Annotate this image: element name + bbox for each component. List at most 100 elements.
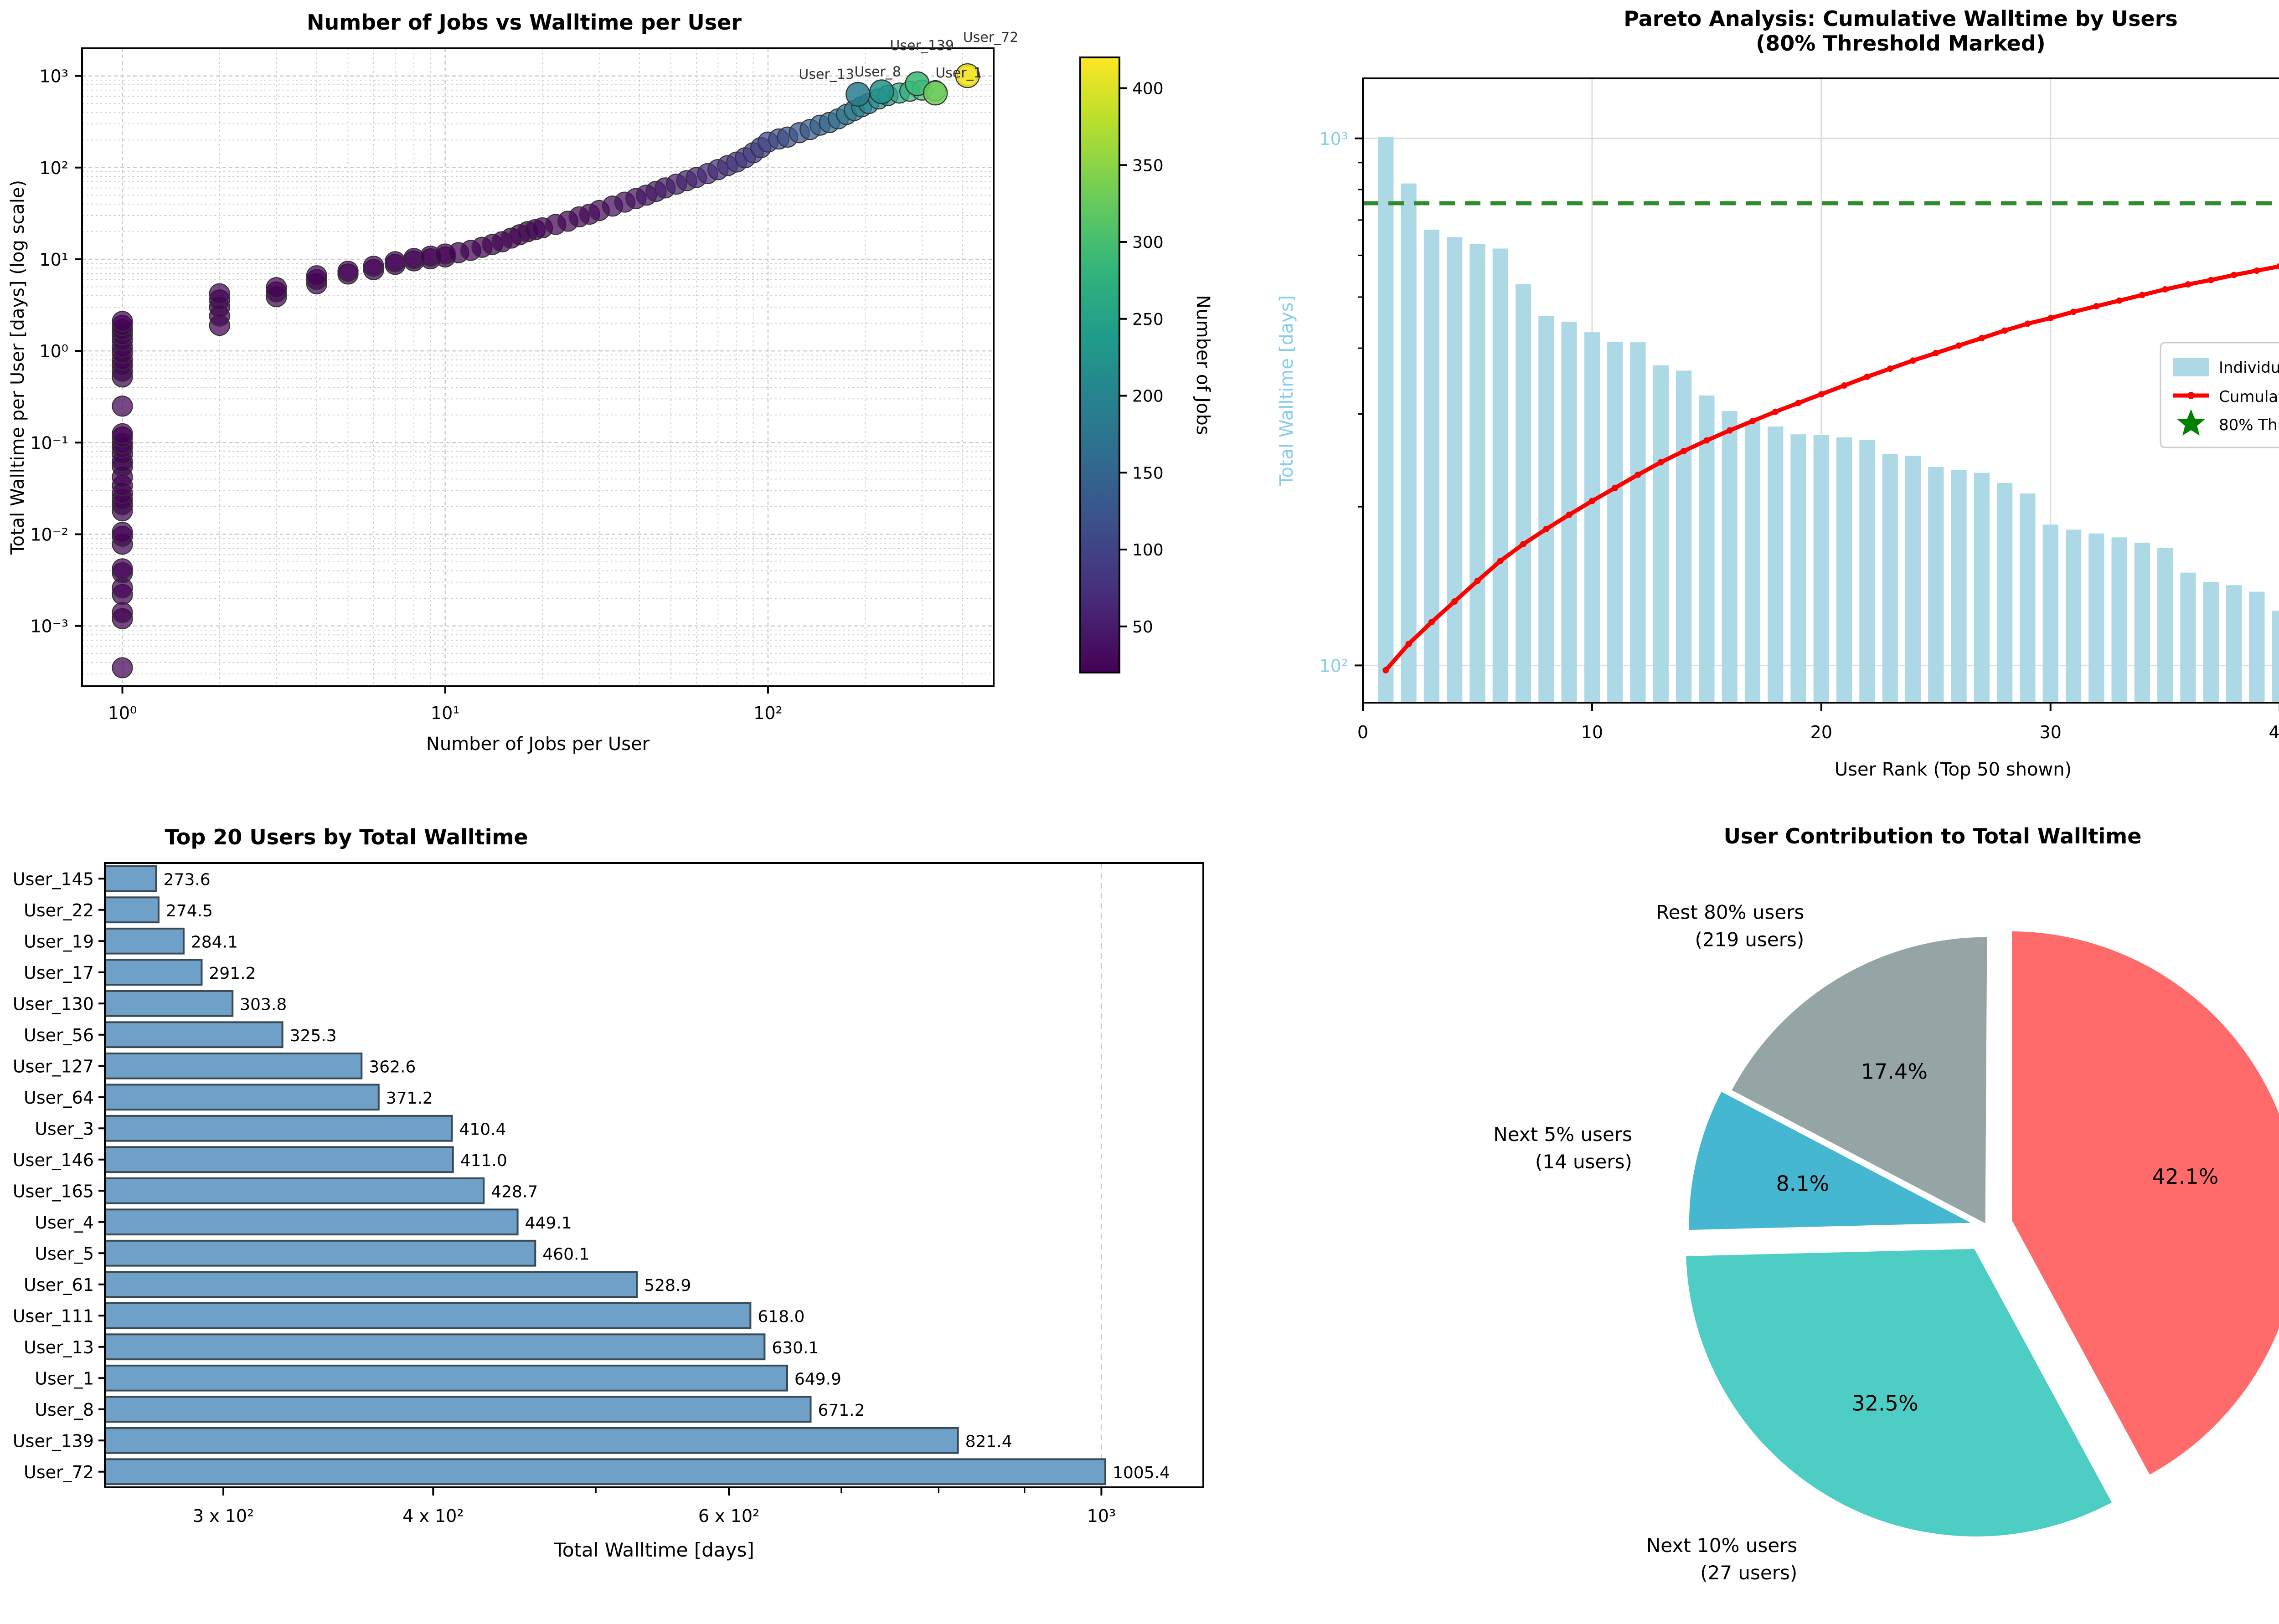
bar-value-label: 671.2 bbox=[818, 1401, 865, 1420]
bar-category-label: User_1 bbox=[35, 1368, 94, 1388]
scatter-point bbox=[363, 256, 384, 277]
scatter-point bbox=[112, 657, 133, 678]
pareto-bar bbox=[1538, 316, 1554, 703]
scatter-point-labeled bbox=[955, 63, 980, 88]
scatter-points bbox=[112, 63, 980, 678]
scatter-xlabel: Number of Jobs per User bbox=[426, 734, 650, 755]
scatter-ylabel: Total Walltime per User [days] (log scal… bbox=[7, 180, 28, 555]
legend-swatch-bars bbox=[2173, 358, 2209, 376]
cumulative-marker bbox=[1520, 541, 1527, 548]
pareto-bar bbox=[1630, 342, 1646, 703]
pie-slice-name: Rest 80% users bbox=[1656, 901, 1804, 923]
cumulative-marker bbox=[1566, 511, 1573, 518]
plot-frame bbox=[1362, 77, 2279, 704]
scatter-point bbox=[112, 522, 133, 543]
scatter-point bbox=[112, 558, 133, 580]
cumulative-marker bbox=[2162, 286, 2169, 293]
pareto-title-line2: (80% Threshold Marked) bbox=[1756, 31, 2046, 56]
pareto-bar bbox=[1836, 437, 1852, 703]
bar bbox=[104, 1115, 453, 1142]
bar-category-label: User_61 bbox=[24, 1275, 94, 1295]
scatter-point bbox=[112, 602, 133, 623]
cumulative-markers bbox=[1382, 263, 2279, 673]
top-users-title: Top 20 Users by Total Walltime bbox=[165, 825, 528, 849]
top-users-svg: 273.6 User_145 274.5 User_22 284.1 User_19 291… bbox=[13, 862, 1204, 1561]
colorbar-tick-label: 250 bbox=[1132, 310, 1164, 329]
pareto-bar bbox=[2249, 591, 2265, 703]
pareto-legend: Individual User Walltime Cumulative % 80% … bbox=[2160, 342, 2279, 448]
pareto-bar bbox=[2226, 585, 2242, 703]
pareto-bar bbox=[1699, 395, 1715, 703]
cumulative-marker bbox=[1978, 334, 1985, 341]
bar-category-label: User_3 bbox=[35, 1119, 94, 1139]
pareto-bar bbox=[1447, 237, 1463, 703]
xtick-label: 3 x 10² bbox=[193, 1506, 254, 1526]
pareto-panel: Pareto Analysis: Cumulative Walltime by … bbox=[1249, 0, 2279, 816]
bar-category-label: User_145 bbox=[13, 869, 94, 889]
xtick-label: 0 bbox=[1357, 722, 1368, 742]
bar bbox=[104, 1427, 959, 1454]
scatter-panel: Number of Jobs vs Walltime per User User… bbox=[0, 0, 1249, 816]
cumulative-marker bbox=[1955, 342, 1962, 349]
xtick-label: 6 x 10² bbox=[698, 1506, 759, 1526]
pareto-bar bbox=[1813, 435, 1829, 703]
pie-panel: User Contribution to Total Walltime 42.1… bbox=[1249, 816, 2279, 1621]
bar bbox=[104, 1021, 284, 1048]
cumulative-marker bbox=[2207, 277, 2214, 283]
cumulative-marker bbox=[1497, 558, 1504, 565]
xtick-label: 10² bbox=[753, 703, 783, 723]
bar-category-label: User_127 bbox=[13, 1056, 94, 1076]
bar bbox=[104, 1333, 766, 1361]
scatter-annotations: User_13 User_8 User_139 User_1 User_72 bbox=[799, 30, 1018, 82]
pareto-bar bbox=[1744, 421, 1761, 703]
cumulative-marker bbox=[1841, 382, 1848, 389]
pareto-bar bbox=[2111, 537, 2127, 703]
cumulative-marker bbox=[1749, 418, 1756, 425]
cumulative-marker bbox=[1451, 598, 1458, 605]
pareto-bar bbox=[1859, 440, 1875, 703]
cumulative-marker bbox=[1588, 498, 1595, 504]
bar-category-label: User_139 bbox=[13, 1431, 94, 1451]
bar-category-label: User_22 bbox=[24, 900, 94, 920]
xtick-label: 10⁰ bbox=[108, 703, 137, 723]
ytick-label: 10¹ bbox=[39, 250, 68, 270]
cumulative-line bbox=[1384, 264, 2279, 672]
plot-frame bbox=[104, 862, 1204, 1488]
bar bbox=[104, 1396, 812, 1423]
pareto-bar bbox=[1423, 230, 1439, 703]
pareto-bar bbox=[1469, 244, 1485, 703]
bar-category-label: User_17 bbox=[24, 963, 94, 983]
ytick-left-label: 10² bbox=[1319, 656, 1348, 676]
bar-value-label: 303.8 bbox=[240, 995, 287, 1014]
cumulative-marker bbox=[1543, 526, 1550, 533]
bar-value-label: 411.0 bbox=[460, 1151, 507, 1170]
scatter-point-label: User_139 bbox=[890, 38, 954, 54]
scatter-point-labeled bbox=[923, 81, 948, 106]
legend-star-threshold bbox=[2177, 409, 2205, 436]
cumulative-marker bbox=[2047, 315, 2054, 322]
scatter-ticks: 10⁰ 10¹ 10² 10³ 10² 10¹ 10⁰ 10⁻¹ 10⁻² 10⁻³ bbox=[30, 67, 782, 723]
colorbar-tick-label: 350 bbox=[1132, 156, 1164, 175]
bar-category-label: User_4 bbox=[35, 1213, 94, 1233]
pareto-title-line1: Pareto Analysis: Cumulative Walltime by … bbox=[1624, 6, 2178, 31]
bar-value-label: 449.1 bbox=[525, 1214, 572, 1233]
cumulative-marker bbox=[1909, 357, 1916, 364]
scatter-point bbox=[112, 423, 133, 444]
scatter-point bbox=[306, 265, 327, 287]
cumulative-marker bbox=[2093, 303, 2100, 310]
bar bbox=[104, 1271, 638, 1298]
scatter-point-label: User_1 bbox=[935, 65, 982, 81]
bar-category-label: User_165 bbox=[13, 1181, 94, 1201]
pie-slice-name: Next 10% users bbox=[1646, 1534, 1797, 1557]
cumulative-marker bbox=[2001, 327, 2008, 334]
cumulative-marker bbox=[1933, 349, 1939, 356]
scatter-title: Number of Jobs vs Walltime per User bbox=[306, 10, 742, 35]
pareto-bar bbox=[1768, 426, 1784, 703]
bar bbox=[104, 959, 203, 986]
pareto-svg: 80% at User #50(18.3% of users)010203040… bbox=[1276, 77, 2279, 780]
colorbar-tick-label: 400 bbox=[1132, 80, 1164, 98]
scatter-svg: User_13 User_8 User_139 User_1 User_72 10⁰ 10¹… bbox=[7, 30, 1213, 755]
bar bbox=[104, 1177, 485, 1204]
pareto-bar bbox=[1997, 483, 2013, 703]
scatter-point-label: User_8 bbox=[854, 64, 901, 80]
